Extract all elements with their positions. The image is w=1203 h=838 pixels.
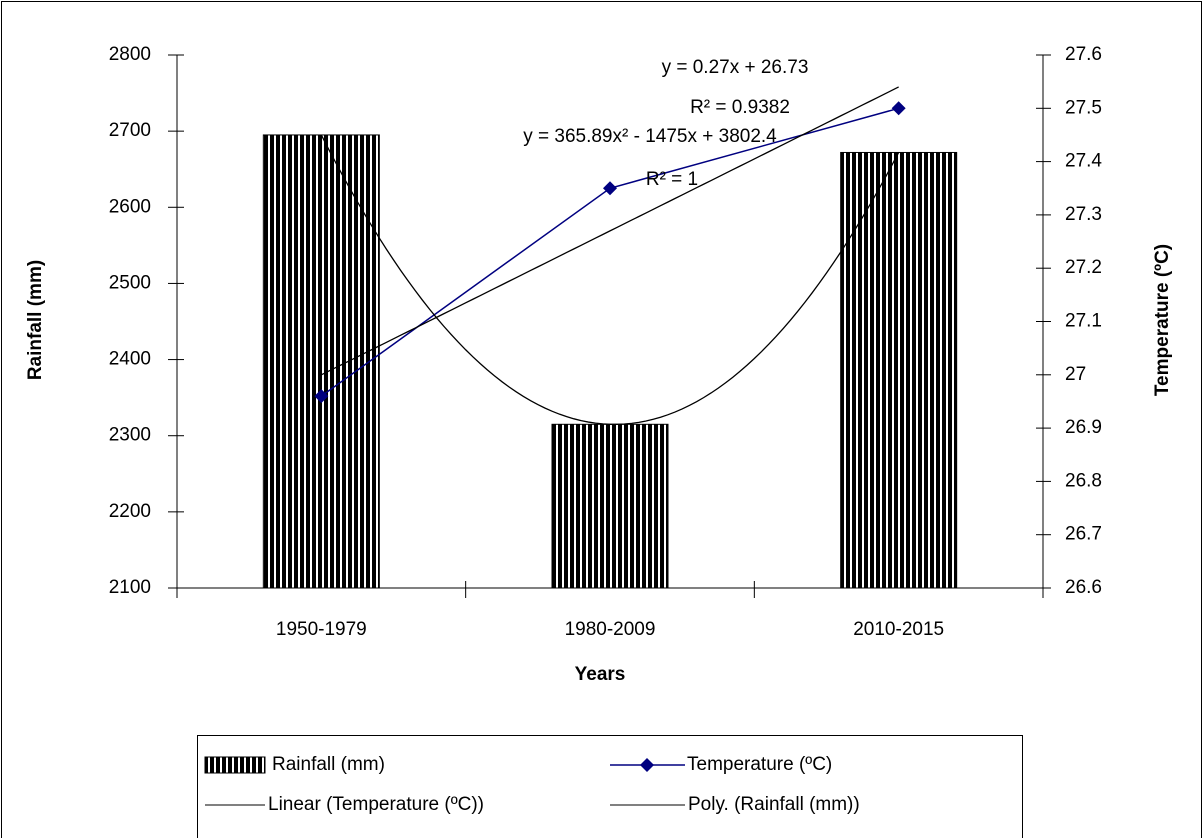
trendline	[321, 86, 899, 376]
y-tick-label: 2400	[109, 349, 151, 370]
x-tick-label: 2010-2015	[853, 619, 944, 640]
y-tick-label: 2700	[109, 120, 151, 141]
legend-label: Temperature (ºC)	[687, 754, 832, 775]
legend-marker	[640, 758, 654, 772]
y2-tick-label: 27.3	[1065, 204, 1102, 225]
y2-axis-title: Temperature (ºC)	[1152, 244, 1173, 396]
annotation: R² = 1	[646, 169, 698, 190]
y2-tick-label: 26.6	[1065, 577, 1102, 598]
x-tick-label: 1980-2009	[565, 619, 656, 640]
y2-tick-label: 27.4	[1065, 151, 1102, 172]
y-axis-title: Rainfall (mm)	[25, 260, 46, 380]
y2-tick-label: 27.5	[1065, 97, 1102, 118]
y2-tick-label: 26.9	[1065, 417, 1102, 438]
marker	[891, 101, 906, 116]
marker	[314, 389, 329, 404]
legend-label: Rainfall (mm)	[272, 754, 385, 775]
x-tick-label: 1950-1979	[276, 619, 367, 640]
bar	[262, 134, 380, 589]
annotation: R² = 0.9382	[690, 97, 790, 118]
y-tick-label: 2600	[109, 196, 151, 217]
legend-label: Poly. (Rainfall (mm))	[688, 794, 860, 815]
bar	[551, 423, 669, 589]
annotation: y = 365.89x² - 1475x + 3802.4	[523, 126, 777, 147]
legend-label: Linear (Temperature (ºC))	[268, 794, 484, 815]
annotation: y = 0.27x + 26.73	[662, 57, 809, 78]
y-tick-label: 2200	[109, 501, 151, 522]
legend-swatch	[204, 756, 266, 774]
y2-tick-label: 27	[1065, 364, 1086, 385]
line	[320, 107, 899, 397]
y2-tick-label: 27.1	[1065, 311, 1102, 332]
trendline	[320, 134, 900, 425]
y2-tick-label: 27.2	[1065, 257, 1102, 278]
legend-box	[197, 735, 1023, 838]
y2-tick-label: 26.7	[1065, 524, 1102, 545]
bar	[840, 151, 958, 589]
x-axis-title: Years	[575, 664, 626, 685]
marker	[603, 181, 617, 196]
y2-tick-label: 26.8	[1065, 470, 1102, 491]
y-tick-label: 2300	[109, 425, 151, 446]
y-tick-label: 2500	[109, 272, 151, 293]
y2-tick-label: 27.6	[1065, 44, 1102, 65]
y-tick-label: 2100	[109, 577, 151, 598]
y-tick-label: 2800	[109, 44, 151, 65]
